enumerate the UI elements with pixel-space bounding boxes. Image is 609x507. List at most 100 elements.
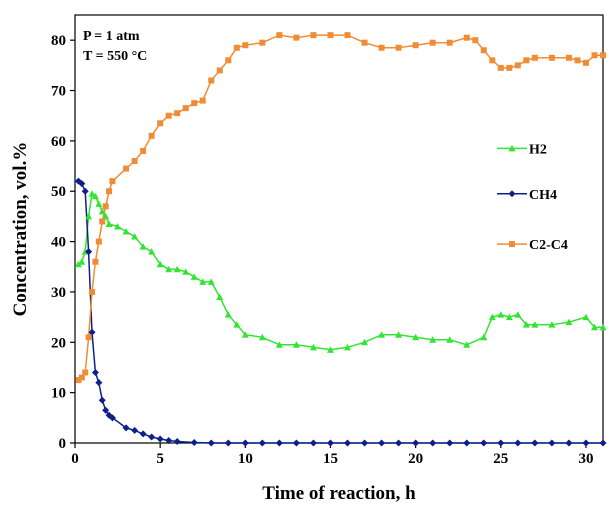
data-point-ch4 [88,328,96,336]
data-point-h2 [395,331,403,338]
data-point-ch4 [207,439,215,447]
data-point-c2-c4 [472,37,479,44]
data-point-ch4 [258,439,266,447]
data-point-c2-c4 [582,59,589,66]
data-point-h2 [309,343,317,351]
data-point-c2-c4 [233,44,240,51]
data-point-c2-c4 [78,374,85,381]
data-point-h2 [74,260,82,268]
data-point-c2-c4 [131,158,138,165]
data-point-h2 [241,331,249,338]
data-point-h2 [522,321,530,328]
y-tick-label: 50 [51,184,66,200]
data-point-h2 [582,313,590,321]
data-point-h2 [114,222,122,230]
legend-label-c2-c4: C2-C4 [529,238,568,253]
y-tick-label: 30 [51,285,66,301]
data-point-h2 [148,248,156,255]
data-point-h2 [514,311,522,318]
data-point-ch4 [224,439,232,447]
data-point-c2-c4 [412,42,419,49]
data-point-c2-c4 [99,218,106,225]
data-point-h2 [95,200,103,207]
data-point-h2 [139,243,147,250]
y-tick-label: 80 [51,33,66,49]
data-point-h2 [165,265,173,273]
data-point-h2 [275,341,283,348]
data-point-ch4 [582,439,590,447]
data-point-ch4 [361,439,369,447]
data-point-ch4 [98,396,106,404]
data-point-c2-c4 [123,165,130,172]
data-point-ch4 [344,439,352,447]
data-point-c2-c4 [92,258,99,265]
data-point-h2 [378,331,386,338]
data-point-c2-c4 [85,334,92,341]
data-point-h2 [480,333,488,341]
data-point-c2-c4 [106,188,113,195]
data-point-c2-c4 [531,54,538,61]
data-point-h2 [102,212,110,220]
y-tick-label: 20 [51,335,66,351]
legend-marker-c2-c4 [509,241,515,248]
data-point-ch4 [395,439,403,447]
x-axis-title: Time of reaction, h [262,483,416,504]
data-point-h2 [105,220,113,227]
legend-label-h2: H2 [529,142,547,157]
data-point-c2-c4 [378,44,385,51]
data-point-ch4 [190,438,198,446]
data-point-c2-c4 [89,288,96,295]
data-point-h2 [505,313,513,321]
data-point-h2 [412,333,420,341]
annotation-temperature: T = 550 °C [83,49,147,64]
data-point-ch4 [531,439,539,447]
data-point-h2 [216,293,224,300]
data-point-h2 [131,233,139,240]
data-point-ch4 [131,426,139,434]
data-point-c2-c4 [344,32,351,39]
data-point-h2 [361,338,369,346]
legend-label-ch4: CH4 [529,188,557,203]
data-point-ch4 [78,180,86,188]
y-ticks: 0 10 20 30 40 50 60 70 80 [51,33,75,452]
data-point-ch4 [326,439,334,447]
data-point-ch4 [480,439,488,447]
data-point-h2 [590,323,598,331]
data-point-h2 [488,313,496,321]
data-point-c2-c4 [463,34,470,41]
data-point-c2-c4 [165,112,172,119]
data-point-c2-c4 [182,105,189,112]
data-point-h2 [565,318,573,326]
data-point-c2-c4 [82,369,89,376]
y-tick-label: 0 [59,436,67,452]
data-point-h2 [326,346,334,353]
data-point-c2-c4 [216,67,223,74]
data-point-c2-c4 [208,77,215,84]
data-point-h2 [88,190,96,197]
x-tick-label: 0 [71,451,79,467]
data-point-ch4 [81,187,89,195]
data-point-ch4 [165,436,173,444]
y-axis-title: Concentration, vol.% [10,142,31,317]
data-point-c2-c4 [506,64,513,71]
data-point-h2 [156,260,164,268]
data-point-c2-c4 [446,39,453,46]
data-point-ch4 [85,248,93,256]
data-point-ch4 [292,439,300,447]
data-point-h2 [531,321,539,328]
data-point-ch4 [378,439,386,447]
legend-marker-ch4 [508,190,516,198]
x-ticks: 0 5 10 15 20 25 30 [71,443,593,467]
data-point-h2 [122,228,130,235]
data-point-ch4 [91,369,99,377]
data-point-ch4 [599,439,607,447]
data-point-h2 [182,268,190,275]
data-point-ch4 [463,439,471,447]
data-point-h2 [258,333,266,341]
data-point-h2 [207,278,215,285]
data-point-h2 [98,207,106,215]
data-point-ch4 [148,433,156,441]
data-point-c2-c4 [293,34,300,41]
data-point-ch4 [156,435,164,443]
